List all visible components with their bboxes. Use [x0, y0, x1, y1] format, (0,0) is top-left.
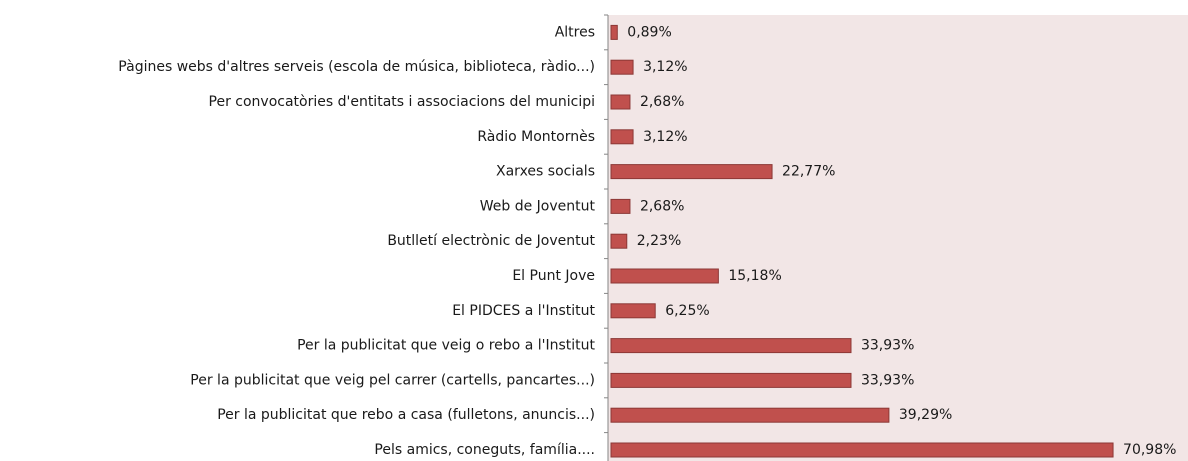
category-label: Ràdio Montornès [477, 129, 595, 145]
data-label: 15,18% [728, 268, 781, 284]
category-label: Per convocatòries d'entitats i associaci… [209, 94, 595, 110]
bar [610, 233, 628, 249]
bar [610, 164, 773, 180]
data-label: 33,93% [861, 338, 914, 354]
bar [610, 24, 618, 40]
category-label: Pàgines webs d'altres serveis (escola de… [118, 59, 595, 75]
bar [610, 94, 631, 110]
data-label: 6,25% [665, 303, 709, 319]
bar [610, 442, 1114, 458]
plot-area [608, 15, 1188, 461]
data-label: 0,89% [627, 24, 671, 40]
category-label: Per la publicitat que rebo a casa (fulle… [217, 407, 595, 423]
data-label: 33,93% [861, 372, 914, 388]
bar [610, 303, 656, 319]
bar [610, 407, 890, 423]
category-label: El Punt Jove [512, 268, 595, 284]
category-label: Per la publicitat que veig o rebo a l'In… [297, 338, 595, 354]
data-label: 70,98% [1123, 442, 1176, 458]
category-label: Altres [555, 24, 595, 40]
data-label: 2,68% [640, 198, 684, 214]
category-label: Xarxes socials [496, 164, 595, 180]
data-label: 39,29% [899, 407, 952, 423]
category-label: Butlletí electrònic de Joventut [387, 233, 595, 249]
data-label: 2,68% [640, 94, 684, 110]
bar [610, 268, 719, 284]
data-label: 3,12% [643, 129, 687, 145]
bar [610, 129, 634, 145]
bar [610, 372, 852, 388]
bar [610, 338, 852, 354]
data-label: 3,12% [643, 59, 687, 75]
bar [610, 198, 631, 214]
category-label: Web de Joventut [480, 198, 596, 214]
category-label: Pels amics, coneguts, família.... [374, 442, 595, 458]
data-label: 2,23% [637, 233, 681, 249]
data-label: 22,77% [782, 164, 835, 180]
bar [610, 59, 634, 75]
category-label: Per la publicitat que veig pel carrer (c… [190, 372, 595, 388]
category-label: El PIDCES a l'Institut [452, 303, 595, 319]
